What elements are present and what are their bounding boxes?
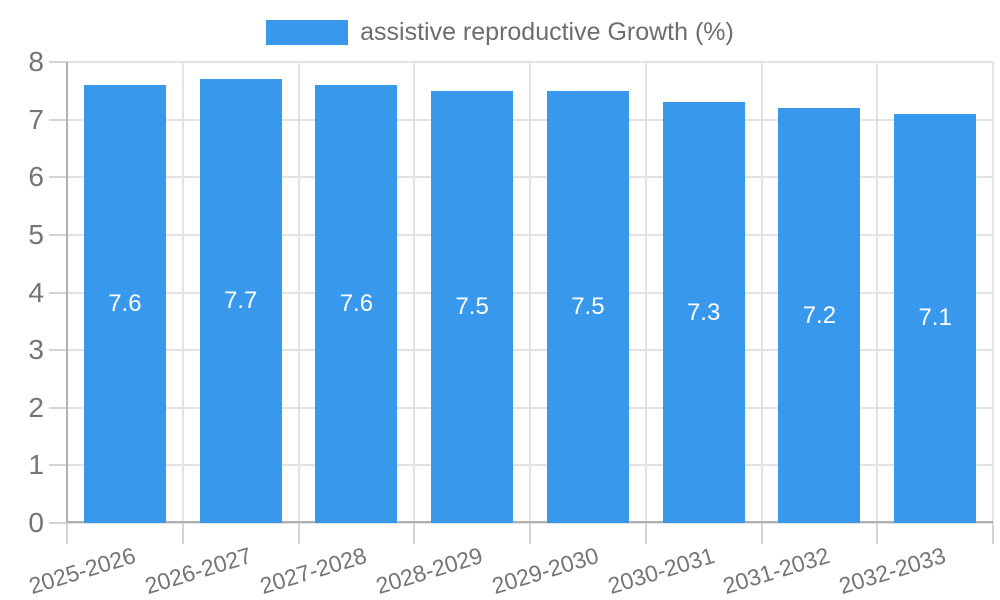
x-tick-label: 2025-2026 (25, 542, 139, 600)
x-tick-label: 2031-2032 (720, 542, 833, 600)
y-tick (49, 349, 67, 352)
y-tick (49, 406, 67, 409)
x-tick (992, 523, 994, 544)
v-gridline (413, 62, 416, 523)
x-tick-label: 2029-2030 (488, 542, 602, 600)
x-tick (413, 523, 416, 544)
legend-label: assistive reproductive Growth (%) (360, 18, 734, 46)
bar-value-label: 7.1 (918, 304, 952, 332)
bar-value-label: 7.6 (339, 290, 374, 318)
v-gridline (181, 62, 184, 523)
y-tick (49, 233, 67, 236)
bar: 7.6 (315, 85, 398, 523)
x-tick (876, 523, 879, 544)
y-tick-label: 0 (28, 507, 44, 538)
x-tick-label: 2030-2031 (604, 542, 718, 600)
y-tick-label: 6 (28, 161, 44, 193)
chart-legend: assistive reproductive Growth (%) (0, 18, 1000, 47)
legend-swatch-icon (266, 20, 349, 45)
y-tick-label: 7 (28, 103, 44, 135)
bar: 7.5 (546, 90, 629, 523)
bar: 7.2 (778, 108, 861, 523)
x-tick (297, 523, 300, 544)
y-tick (49, 464, 67, 467)
x-tick (66, 523, 68, 544)
v-gridline (992, 62, 994, 523)
x-tick (644, 523, 647, 544)
bar-value-label: 7.3 (686, 298, 721, 326)
y-tick-label: 1 (28, 449, 44, 481)
bar-value-label: 7.5 (571, 292, 605, 320)
x-tick-label: 2027-2028 (257, 542, 370, 600)
x-tick-label: 2032-2033 (835, 542, 949, 600)
y-tick (49, 118, 67, 121)
v-gridline (529, 62, 531, 523)
bar: 7.5 (431, 90, 514, 523)
y-tick (49, 176, 67, 179)
bar: 7.1 (894, 113, 977, 523)
bar: 7.6 (83, 85, 166, 523)
v-gridline (644, 62, 647, 523)
y-tick (49, 61, 67, 63)
y-tick-label: 3 (28, 334, 44, 366)
y-axis-line (66, 62, 68, 523)
bar-value-label: 7.7 (223, 287, 258, 315)
x-tick (529, 523, 531, 544)
y-tick (49, 522, 67, 524)
bar: 7.7 (199, 79, 282, 523)
y-tick (49, 291, 67, 294)
y-tick-label: 4 (28, 276, 44, 308)
x-tick-label: 2026-2027 (141, 542, 255, 600)
x-tick (181, 523, 184, 544)
y-tick-label: 5 (28, 218, 44, 250)
v-gridline (876, 62, 879, 523)
y-tick-label: 2 (28, 391, 44, 423)
x-tick-label: 2028-2029 (372, 542, 486, 600)
bar: 7.3 (662, 102, 745, 523)
x-axis-line (67, 521, 993, 523)
v-gridline (760, 62, 763, 523)
y-tick-label: 8 (28, 46, 44, 77)
bar-value-label: 7.2 (802, 301, 837, 329)
bar-value-label: 7.6 (108, 290, 142, 318)
v-gridline (297, 62, 300, 523)
x-tick (760, 523, 763, 544)
bar-value-label: 7.5 (455, 292, 489, 320)
